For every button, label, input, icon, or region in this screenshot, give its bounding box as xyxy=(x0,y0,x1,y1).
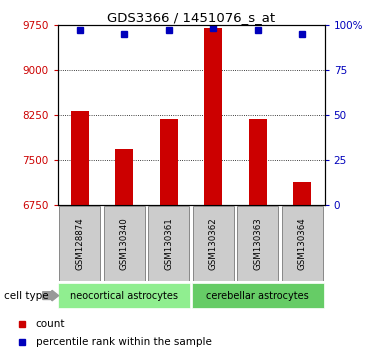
Text: GSM130364: GSM130364 xyxy=(298,217,307,270)
Text: GSM130362: GSM130362 xyxy=(209,217,218,270)
Bar xyxy=(59,206,100,281)
Text: neocortical astrocytes: neocortical astrocytes xyxy=(70,291,178,301)
Bar xyxy=(237,206,278,281)
Text: GSM130363: GSM130363 xyxy=(253,217,262,270)
Title: GDS3366 / 1451076_s_at: GDS3366 / 1451076_s_at xyxy=(107,11,275,24)
Bar xyxy=(71,111,89,205)
Bar xyxy=(58,283,190,308)
Bar xyxy=(293,182,311,205)
Text: cerebellar astrocytes: cerebellar astrocytes xyxy=(207,291,309,301)
Text: GSM130361: GSM130361 xyxy=(164,217,173,270)
Bar xyxy=(193,206,234,281)
Bar xyxy=(192,283,324,308)
Bar xyxy=(160,119,178,205)
Bar xyxy=(204,28,222,205)
Bar xyxy=(115,149,133,205)
Text: percentile rank within the sample: percentile rank within the sample xyxy=(36,337,211,347)
Bar xyxy=(148,206,189,281)
Text: GSM130340: GSM130340 xyxy=(120,217,129,270)
Text: GSM128874: GSM128874 xyxy=(75,217,84,270)
Bar xyxy=(282,206,323,281)
Bar xyxy=(249,119,267,205)
Text: count: count xyxy=(36,319,65,329)
Text: cell type: cell type xyxy=(4,291,48,301)
Bar xyxy=(104,206,145,281)
